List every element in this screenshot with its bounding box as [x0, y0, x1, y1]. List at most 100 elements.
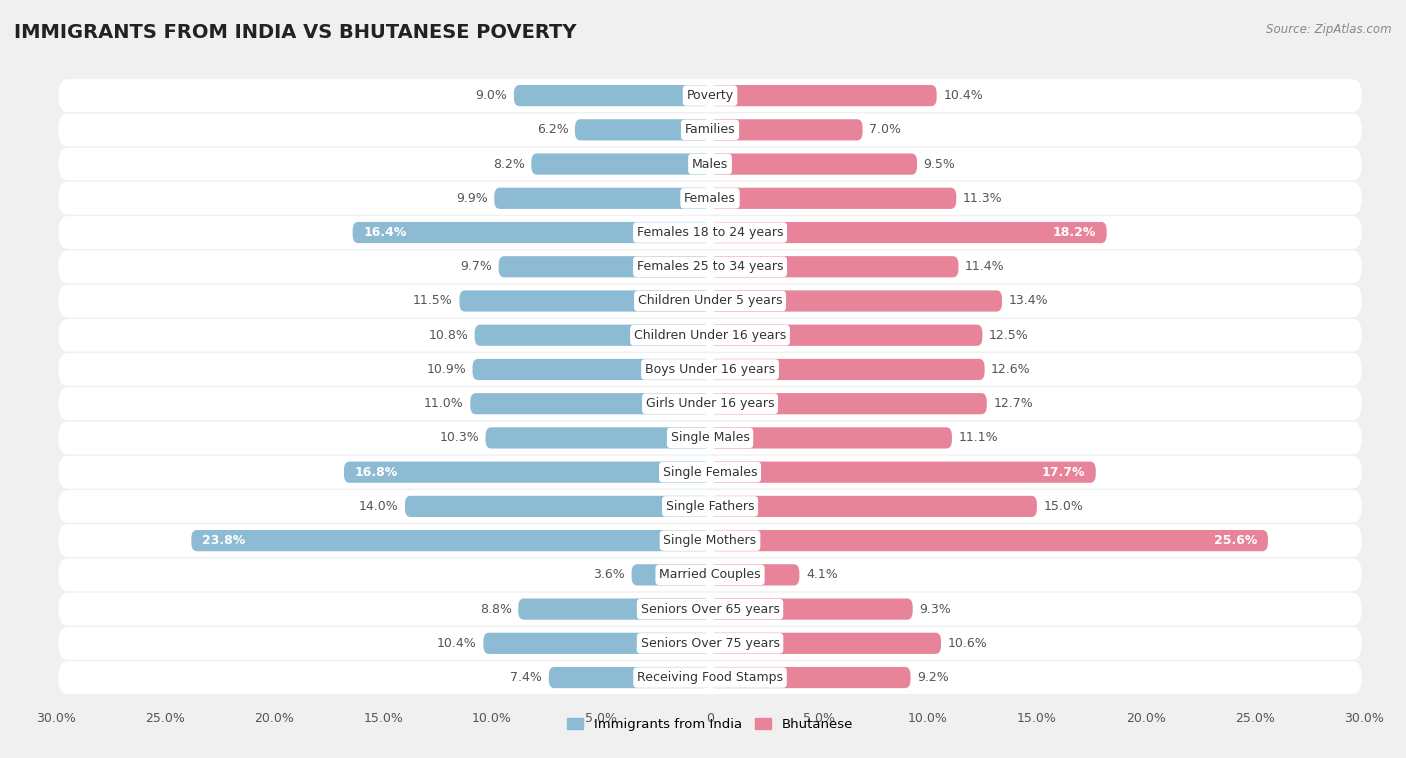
FancyBboxPatch shape	[710, 359, 984, 380]
FancyBboxPatch shape	[59, 284, 1361, 318]
FancyBboxPatch shape	[59, 114, 1361, 146]
Text: 4.1%: 4.1%	[806, 568, 838, 581]
FancyBboxPatch shape	[59, 216, 1361, 249]
Text: Families: Families	[685, 124, 735, 136]
FancyBboxPatch shape	[710, 222, 1107, 243]
Text: Source: ZipAtlas.com: Source: ZipAtlas.com	[1267, 23, 1392, 36]
Legend: Immigrants from India, Bhutanese: Immigrants from India, Bhutanese	[562, 713, 858, 737]
FancyBboxPatch shape	[59, 353, 1361, 386]
Text: Females: Females	[685, 192, 735, 205]
FancyBboxPatch shape	[710, 153, 917, 174]
Text: 14.0%: 14.0%	[359, 500, 398, 513]
Text: Seniors Over 75 years: Seniors Over 75 years	[641, 637, 779, 650]
FancyBboxPatch shape	[531, 153, 710, 174]
Text: 8.8%: 8.8%	[479, 603, 512, 615]
Text: 11.5%: 11.5%	[413, 295, 453, 308]
Text: 9.7%: 9.7%	[460, 260, 492, 274]
Text: 11.4%: 11.4%	[965, 260, 1005, 274]
Text: 9.9%: 9.9%	[456, 192, 488, 205]
FancyBboxPatch shape	[59, 525, 1361, 557]
Text: 15.0%: 15.0%	[1043, 500, 1084, 513]
FancyBboxPatch shape	[710, 462, 1095, 483]
FancyBboxPatch shape	[59, 559, 1361, 591]
Text: Married Couples: Married Couples	[659, 568, 761, 581]
FancyBboxPatch shape	[499, 256, 710, 277]
FancyBboxPatch shape	[710, 564, 800, 585]
Text: Single Fathers: Single Fathers	[666, 500, 754, 513]
Text: 3.6%: 3.6%	[593, 568, 626, 581]
Text: Poverty: Poverty	[686, 89, 734, 102]
FancyBboxPatch shape	[59, 627, 1361, 659]
FancyBboxPatch shape	[59, 456, 1361, 489]
FancyBboxPatch shape	[475, 324, 710, 346]
Text: Receiving Food Stamps: Receiving Food Stamps	[637, 671, 783, 684]
Text: 10.3%: 10.3%	[439, 431, 479, 444]
FancyBboxPatch shape	[59, 250, 1361, 283]
FancyBboxPatch shape	[59, 182, 1361, 215]
Text: 12.7%: 12.7%	[993, 397, 1033, 410]
FancyBboxPatch shape	[710, 290, 1002, 312]
Text: 11.1%: 11.1%	[959, 431, 998, 444]
FancyBboxPatch shape	[460, 290, 710, 312]
Text: 25.6%: 25.6%	[1213, 534, 1257, 547]
Text: Children Under 5 years: Children Under 5 years	[638, 295, 782, 308]
Text: Males: Males	[692, 158, 728, 171]
Text: 9.5%: 9.5%	[924, 158, 956, 171]
Text: 16.4%: 16.4%	[364, 226, 406, 239]
Text: 11.3%: 11.3%	[963, 192, 1002, 205]
Text: Females 25 to 34 years: Females 25 to 34 years	[637, 260, 783, 274]
FancyBboxPatch shape	[710, 428, 952, 449]
Text: Children Under 16 years: Children Under 16 years	[634, 329, 786, 342]
FancyBboxPatch shape	[515, 85, 710, 106]
FancyBboxPatch shape	[519, 599, 710, 620]
Text: 9.0%: 9.0%	[475, 89, 508, 102]
FancyBboxPatch shape	[191, 530, 710, 551]
Text: Seniors Over 65 years: Seniors Over 65 years	[641, 603, 779, 615]
FancyBboxPatch shape	[405, 496, 710, 517]
FancyBboxPatch shape	[575, 119, 710, 140]
FancyBboxPatch shape	[710, 393, 987, 415]
FancyBboxPatch shape	[353, 222, 710, 243]
FancyBboxPatch shape	[344, 462, 710, 483]
FancyBboxPatch shape	[59, 148, 1361, 180]
FancyBboxPatch shape	[59, 319, 1361, 352]
Text: 11.0%: 11.0%	[425, 397, 464, 410]
FancyBboxPatch shape	[710, 119, 862, 140]
FancyBboxPatch shape	[59, 387, 1361, 420]
FancyBboxPatch shape	[472, 359, 710, 380]
FancyBboxPatch shape	[710, 633, 941, 654]
FancyBboxPatch shape	[59, 79, 1361, 112]
FancyBboxPatch shape	[484, 633, 710, 654]
Text: 10.4%: 10.4%	[943, 89, 983, 102]
Text: Single Males: Single Males	[671, 431, 749, 444]
FancyBboxPatch shape	[631, 564, 710, 585]
FancyBboxPatch shape	[470, 393, 710, 415]
FancyBboxPatch shape	[710, 85, 936, 106]
Text: 6.2%: 6.2%	[537, 124, 568, 136]
Text: Single Mothers: Single Mothers	[664, 534, 756, 547]
FancyBboxPatch shape	[710, 530, 1268, 551]
FancyBboxPatch shape	[59, 593, 1361, 625]
Text: 12.6%: 12.6%	[991, 363, 1031, 376]
FancyBboxPatch shape	[59, 490, 1361, 523]
Text: IMMIGRANTS FROM INDIA VS BHUTANESE POVERTY: IMMIGRANTS FROM INDIA VS BHUTANESE POVER…	[14, 23, 576, 42]
FancyBboxPatch shape	[59, 421, 1361, 454]
FancyBboxPatch shape	[710, 599, 912, 620]
Text: 9.2%: 9.2%	[917, 671, 949, 684]
Text: 10.6%: 10.6%	[948, 637, 987, 650]
FancyBboxPatch shape	[710, 324, 983, 346]
FancyBboxPatch shape	[710, 496, 1038, 517]
FancyBboxPatch shape	[710, 188, 956, 209]
FancyBboxPatch shape	[485, 428, 710, 449]
Text: 10.8%: 10.8%	[429, 329, 468, 342]
Text: 9.3%: 9.3%	[920, 603, 950, 615]
FancyBboxPatch shape	[710, 256, 959, 277]
Text: Single Females: Single Females	[662, 465, 758, 478]
Text: 7.4%: 7.4%	[510, 671, 543, 684]
Text: 17.7%: 17.7%	[1042, 465, 1085, 478]
Text: 13.4%: 13.4%	[1008, 295, 1049, 308]
Text: 10.4%: 10.4%	[437, 637, 477, 650]
FancyBboxPatch shape	[59, 661, 1361, 694]
Text: Boys Under 16 years: Boys Under 16 years	[645, 363, 775, 376]
Text: Girls Under 16 years: Girls Under 16 years	[645, 397, 775, 410]
